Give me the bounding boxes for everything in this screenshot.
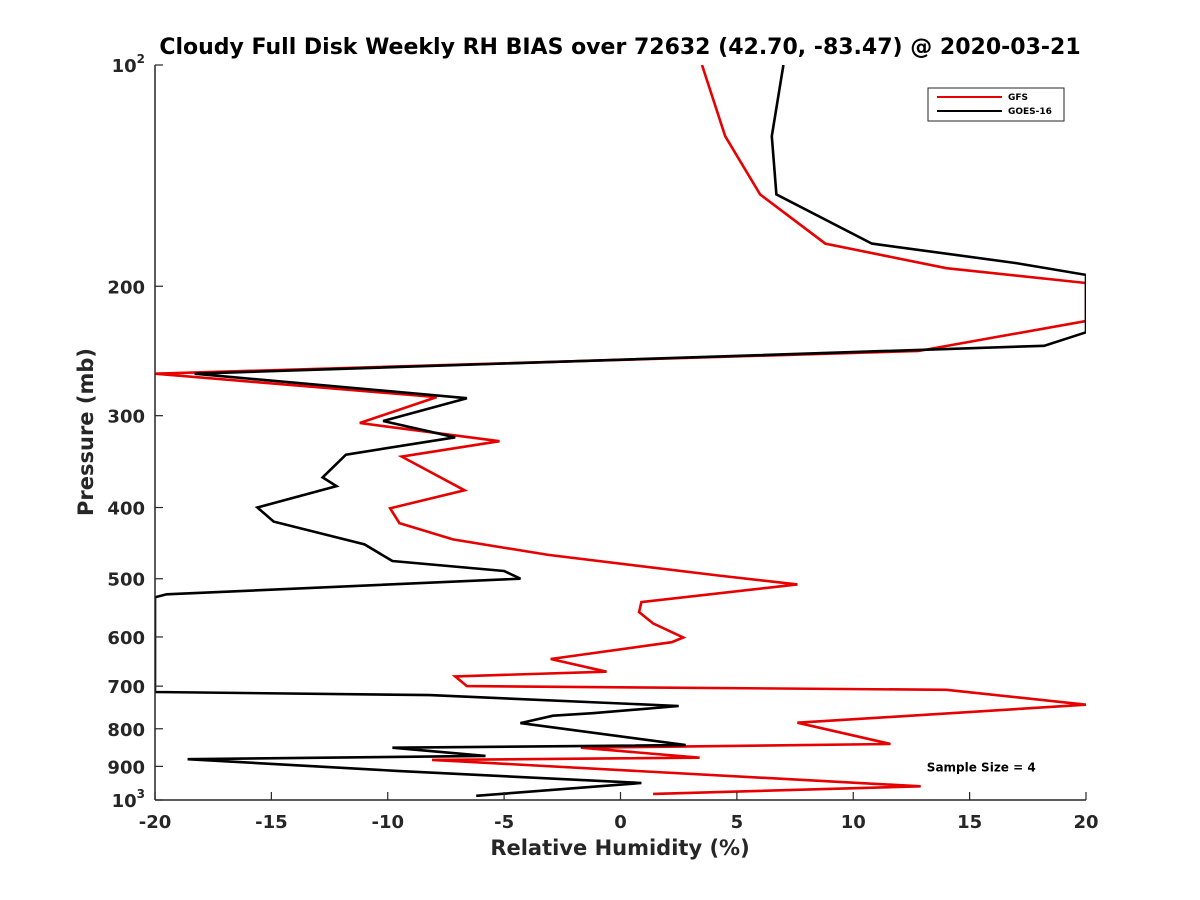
y-tick-label: 102 bbox=[112, 52, 145, 77]
x-tick-label: 20 bbox=[1073, 812, 1098, 833]
chart-title: Cloudy Full Disk Weekly RH BIAS over 726… bbox=[159, 35, 1080, 60]
y-tick-label: 103 bbox=[112, 787, 145, 812]
y-tick-label: 900 bbox=[107, 757, 145, 778]
y-tick-label: 500 bbox=[107, 570, 145, 591]
y-tick-label: 300 bbox=[107, 407, 145, 428]
x-tick-label: -20 bbox=[139, 812, 172, 833]
y-axis-label: Pressure (mb) bbox=[74, 348, 98, 516]
series-layer bbox=[155, 65, 1086, 798]
x-tick-label: -15 bbox=[255, 812, 288, 833]
x-tick-label: 0 bbox=[614, 812, 627, 833]
y-tick-label: 600 bbox=[107, 628, 145, 649]
series-line-gfs bbox=[155, 65, 1086, 796]
x-ticks: -20 -15 -10 -5 0 5 10 15 20 bbox=[139, 792, 1099, 833]
series-line-goes-16 bbox=[155, 65, 1086, 798]
y-tick-label: 800 bbox=[107, 720, 145, 741]
x-axis-label: Relative Humidity (%) bbox=[490, 836, 749, 860]
x-tick-label: -5 bbox=[494, 812, 514, 833]
x-tick-label: -10 bbox=[371, 812, 404, 833]
x-tick-label: 5 bbox=[731, 812, 744, 833]
y-tick-label: 200 bbox=[107, 277, 145, 298]
legend-label-goes16: GOES-16 bbox=[1008, 107, 1052, 117]
y-tick-label: 400 bbox=[107, 499, 145, 520]
y-tick-label: 700 bbox=[107, 677, 145, 698]
legend: GFS GOES-16 bbox=[927, 87, 1065, 122]
x-tick-label: 15 bbox=[957, 812, 982, 833]
plot-frame bbox=[155, 65, 1086, 800]
sample-size-annotation: Sample Size = 4 bbox=[927, 760, 1036, 774]
x-tick-label: 10 bbox=[841, 812, 866, 833]
plot-area: -20 -15 -10 -5 0 5 10 15 20 102 200 300 400 500 600 70… bbox=[107, 52, 1098, 833]
y-ticks: 102 200 300 400 500 600 700 800 900 103 bbox=[107, 52, 163, 812]
legend-box bbox=[927, 87, 1065, 122]
legend-label-gfs: GFS bbox=[1008, 93, 1028, 103]
